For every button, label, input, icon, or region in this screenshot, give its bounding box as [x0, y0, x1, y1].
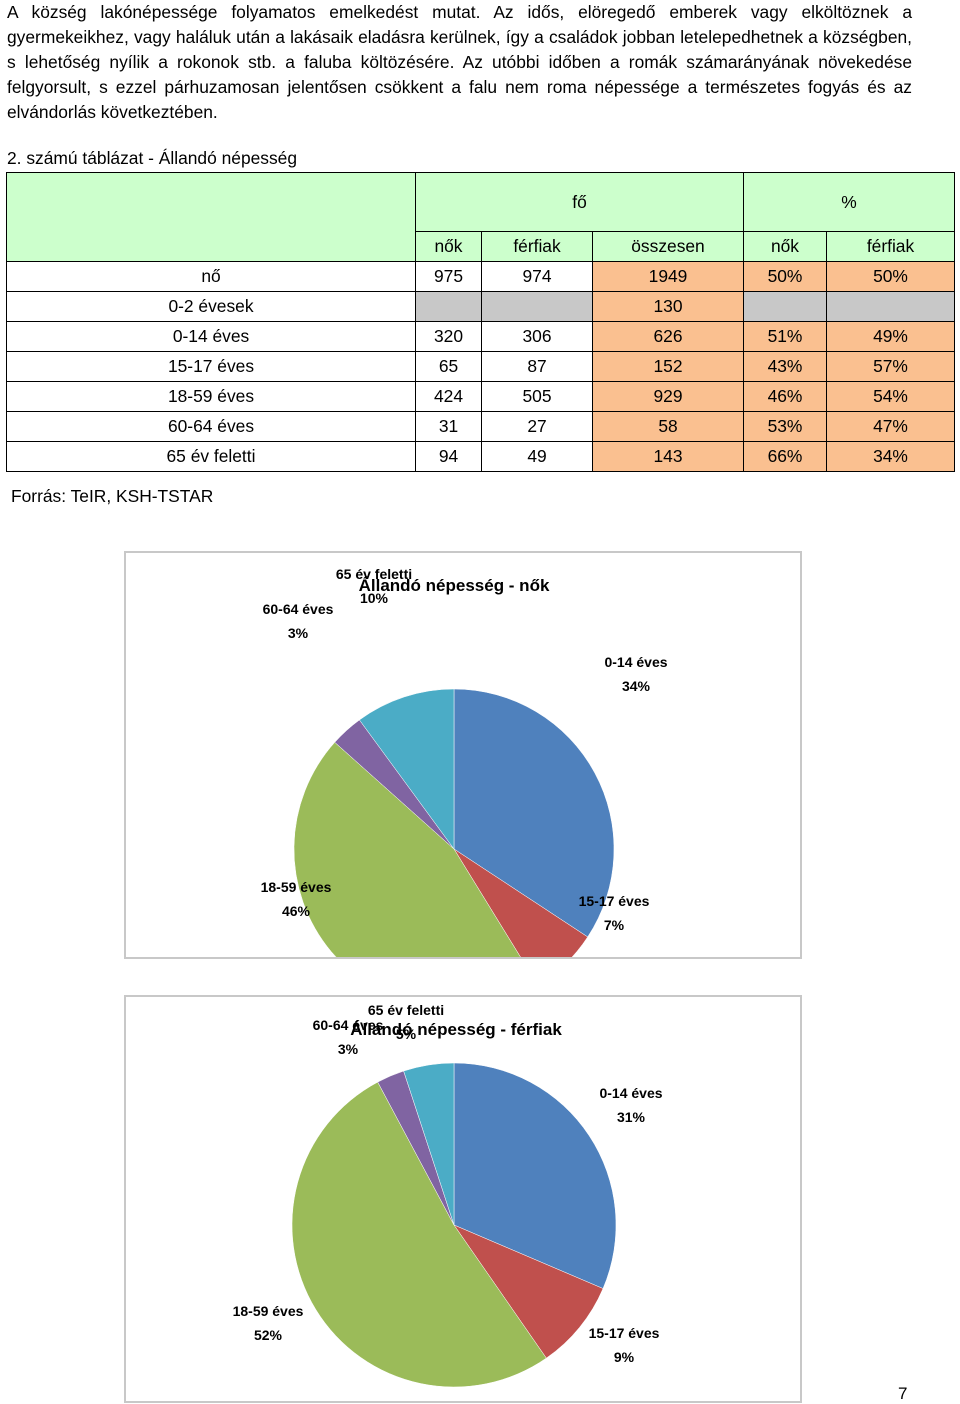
row-label: 18-59 éves — [6, 381, 416, 412]
group-header-count: fő — [415, 172, 744, 232]
row-label: nő — [6, 261, 416, 292]
table-cell — [481, 291, 593, 322]
table-cell: 974 — [481, 261, 593, 292]
row-label: 15-17 éves — [6, 351, 416, 382]
table-cell: 152 — [592, 351, 744, 382]
table-cell: 34% — [826, 441, 955, 472]
table-cell: 66% — [743, 441, 827, 472]
slice-category-label: 0-14 éves — [604, 654, 667, 670]
col-header-nok-pct: nők — [743, 231, 827, 262]
table-cell: 47% — [826, 411, 955, 442]
slice-category-label: 65 év feletti — [368, 1002, 444, 1018]
table-cell: 51% — [743, 321, 827, 352]
row-label: 60-64 éves — [6, 411, 416, 442]
pie-slice — [453, 848, 589, 957]
group-header-percent: % — [743, 172, 955, 232]
table-corner-cell — [6, 172, 416, 262]
pie-slice — [453, 1062, 617, 1289]
pie-chart-women-frame: Állandó népesség - nők 0-14 éves 34% 15-17 … — [124, 551, 802, 959]
col-header-nok: nők — [415, 231, 482, 262]
table-cell: 53% — [743, 411, 827, 442]
table-cell — [415, 291, 482, 322]
table-cell: 58 — [592, 411, 744, 442]
pie-slice — [359, 688, 455, 850]
table-cell: 929 — [592, 381, 744, 412]
population-table: fő % nők férfiak összesen nők férfiak nő… — [6, 172, 955, 472]
table-cell: 43% — [743, 351, 827, 382]
table-cell: 1949 — [592, 261, 744, 292]
slice-category-label: 18-59 éves — [233, 1303, 304, 1319]
table-row: 15-17 éves 65 87 152 43% 57% — [6, 351, 955, 382]
row-label: 65 év feletti — [6, 441, 416, 472]
pie-chart-men: Állandó népesség - férfiak 0-14 éves 31% 15… — [233, 1002, 663, 1388]
page-number: 7 — [898, 1384, 908, 1403]
slice-category-label: 0-14 éves — [599, 1085, 662, 1101]
slice-percent-label: 31% — [617, 1109, 646, 1125]
slice-percent-label: 52% — [254, 1327, 283, 1343]
pie-slice — [403, 1062, 455, 1226]
table-row: 65 év feletti 94 49 143 66% 34% — [6, 441, 955, 472]
table-caption: 2. számú táblázat - Állandó népesség — [7, 148, 298, 168]
table-cell: 50% — [743, 261, 827, 292]
table-cell — [826, 291, 955, 322]
table-cell: 130 — [592, 291, 744, 322]
table-cell: 57% — [826, 351, 955, 382]
table-cell: 424 — [415, 381, 482, 412]
slice-category-label: 15-17 éves — [589, 1325, 660, 1341]
table-cell: 505 — [481, 381, 593, 412]
table-cell: 50% — [826, 261, 955, 292]
table-row: 0-2 évesek 130 — [6, 291, 955, 322]
source-note: Forrás: TeIR, KSH-TSTAR — [11, 486, 214, 506]
row-label: 0-2 évesek — [6, 291, 416, 322]
chart-title: Állandó népesség - férfiak — [350, 1020, 562, 1039]
table-cell: 65 — [415, 351, 482, 382]
pie-chart-women: Állandó népesség - nők 0-14 éves 34% 15-17 … — [261, 566, 668, 957]
table-cell: 306 — [481, 321, 593, 352]
col-header-ferfiak-pct: férfiak — [826, 231, 955, 262]
pie-slice — [453, 1224, 604, 1359]
intro-paragraph-text: A község lakónépessége folyamatos emelke… — [7, 2, 912, 122]
pie-chart-men-frame: Állandó népesség - férfiak 0-14 éves 31% 15… — [124, 995, 802, 1403]
slice-percent-label: 34% — [622, 678, 651, 694]
table-cell: 27 — [481, 411, 593, 442]
pie-slice — [453, 688, 615, 938]
table-cell: 143 — [592, 441, 744, 472]
pie-slice — [293, 741, 521, 957]
slice-percent-label: 10% — [360, 590, 389, 606]
slice-percent-label: 9% — [614, 1349, 635, 1365]
table-row: 18-59 éves 424 505 929 46% 54% — [6, 381, 955, 412]
slice-percent-label: 3% — [288, 625, 309, 641]
slice-category-label: 60-64 éves — [313, 1017, 384, 1033]
slice-category-label: 60-64 éves — [263, 601, 334, 617]
table-cell: 49% — [826, 321, 955, 352]
slice-category-label: 18-59 éves — [261, 879, 332, 895]
table-row: nő 975 974 1949 50% 50% — [6, 261, 955, 292]
slice-percent-label: 3% — [338, 1041, 359, 1057]
table-cell: 975 — [415, 261, 482, 292]
slice-percent-label: 7% — [604, 917, 625, 933]
table-cell: 626 — [592, 321, 744, 352]
table-row: 60-64 éves 31 27 58 53% 47% — [6, 411, 955, 442]
slice-percent-label: 5% — [396, 1026, 417, 1042]
slice-category-label: 65 év feletti — [336, 566, 412, 582]
table-cell: 94 — [415, 441, 482, 472]
col-header-ferfiak: férfiak — [481, 231, 593, 262]
intro-paragraph: A község lakónépessége folyamatos emelke… — [7, 0, 912, 125]
table-row: 0-14 éves 320 306 626 51% 49% — [6, 321, 955, 352]
table-cell — [743, 291, 827, 322]
pie-slice — [291, 1081, 547, 1388]
slice-percent-label: 46% — [282, 903, 311, 919]
table-cell: 46% — [743, 381, 827, 412]
table-cell: 54% — [826, 381, 955, 412]
chart-title: Állandó népesség - nők — [359, 576, 550, 595]
table-cell: 31 — [415, 411, 482, 442]
row-label: 0-14 éves — [6, 321, 416, 352]
slice-category-label: 15-17 éves — [579, 893, 650, 909]
table-cell: 49 — [481, 441, 593, 472]
table-cell: 87 — [481, 351, 593, 382]
table-cell: 320 — [415, 321, 482, 352]
col-header-osszesen: összesen — [592, 231, 744, 262]
